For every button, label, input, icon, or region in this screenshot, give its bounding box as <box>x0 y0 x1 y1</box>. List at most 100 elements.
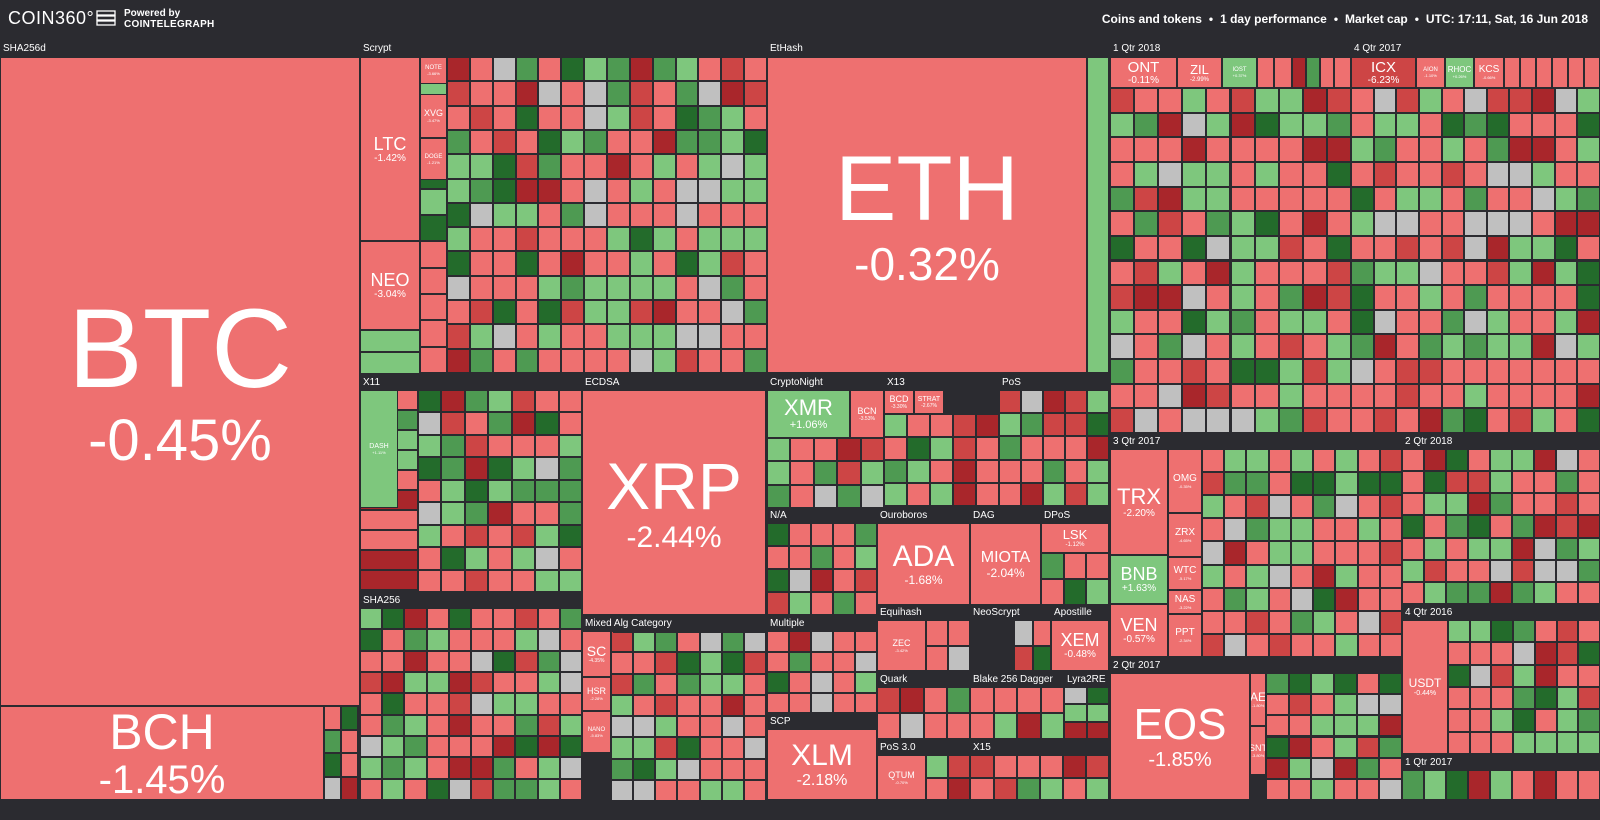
coin-cell[interactable] <box>471 736 494 758</box>
coin-cell[interactable] <box>584 275 607 301</box>
coin-cell[interactable] <box>1373 285 1397 310</box>
coin-cell[interactable] <box>1110 334 1135 360</box>
coin-cell[interactable] <box>535 434 559 458</box>
coin-cell[interactable] <box>698 202 722 228</box>
coin-cell[interactable] <box>1578 642 1600 665</box>
coin-cell[interactable] <box>1532 408 1555 433</box>
coin-cell[interactable] <box>1134 334 1159 360</box>
coin-cell[interactable] <box>743 631 766 653</box>
coin-cell[interactable] <box>652 154 676 179</box>
coin-cell[interactable] <box>1313 472 1336 496</box>
coin-cell[interactable] <box>448 629 471 651</box>
group-label[interactable]: Blake 256 <box>970 671 1017 688</box>
coin-cell[interactable] <box>1182 285 1207 310</box>
coin-cell[interactable] <box>1577 186 1600 212</box>
coin-tile-neo[interactable]: NEO -3.04% <box>360 241 420 330</box>
coin-cell[interactable] <box>613 631 766 633</box>
coin-cell[interactable] <box>447 300 470 325</box>
coin-cell[interactable] <box>1357 472 1380 496</box>
coin-cell[interactable] <box>1373 359 1397 384</box>
coin-cell[interactable] <box>1402 471 1424 494</box>
coin-cell[interactable] <box>360 672 383 694</box>
coin-cell[interactable] <box>721 178 745 203</box>
coin-cell[interactable] <box>537 714 560 736</box>
coin-cell[interactable] <box>535 547 559 570</box>
coin-cell[interactable] <box>1021 390 1043 414</box>
coin-tile-icx[interactable]: ICX -6.23% <box>1351 57 1416 88</box>
coin-cell[interactable] <box>1468 537 1490 560</box>
coin-cell[interactable] <box>953 460 976 483</box>
coin-cell[interactable] <box>1158 137 1183 162</box>
coin-cell[interactable] <box>1578 537 1600 560</box>
coin-cell[interactable] <box>1356 778 1380 800</box>
coin-cell[interactable] <box>611 652 634 674</box>
coin-cell[interactable] <box>382 778 405 800</box>
coin-cell[interactable] <box>907 437 930 460</box>
coin-cell[interactable] <box>1486 260 1510 286</box>
coin-cell[interactable] <box>1532 112 1555 138</box>
group-label[interactable]: Lyra2RE <box>1064 671 1109 688</box>
coin-cell[interactable] <box>1396 112 1419 138</box>
coin-cell[interactable] <box>652 202 676 228</box>
coin-cell[interactable] <box>1110 186 1135 212</box>
coin-cell[interactable] <box>1532 285 1555 310</box>
coin-cell[interactable] <box>655 737 678 759</box>
coin-cell[interactable] <box>426 608 449 630</box>
coin-cell[interactable] <box>511 412 536 435</box>
coin-cell[interactable] <box>855 672 877 693</box>
coin-cell[interactable] <box>946 713 970 739</box>
coin-cell[interactable] <box>1311 715 1334 737</box>
coin-cell[interactable] <box>1086 687 1109 705</box>
coin-cell[interactable] <box>1110 112 1135 138</box>
coin-cell[interactable] <box>813 461 838 485</box>
coin-cell[interactable] <box>1246 633 1269 657</box>
coin-cell[interactable] <box>1021 459 1043 483</box>
coin-cell[interactable] <box>926 755 948 778</box>
coin-cell[interactable] <box>743 673 766 695</box>
coin-cell[interactable] <box>923 713 947 739</box>
coin-cell[interactable] <box>1490 515 1512 538</box>
coin-cell[interactable] <box>1554 137 1578 162</box>
coin-cell[interactable] <box>699 758 722 780</box>
coin-cell[interactable] <box>1087 482 1109 506</box>
coin-cell[interactable] <box>1110 359 1135 384</box>
coin-cell[interactable] <box>1254 112 1279 138</box>
coin-cell[interactable] <box>1134 408 1159 433</box>
coin-cell[interactable] <box>1206 309 1231 335</box>
coin-cell[interactable] <box>1182 334 1207 360</box>
coin-cell[interactable] <box>1357 449 1380 473</box>
coin-cell[interactable] <box>1577 88 1600 113</box>
coin-cell[interactable] <box>1224 633 1247 657</box>
coin-cell[interactable] <box>404 650 427 672</box>
coin-cell[interactable] <box>1441 334 1465 360</box>
coin-cell[interactable] <box>1379 449 1402 473</box>
coin-cell[interactable] <box>1468 471 1490 494</box>
coin-cell[interactable] <box>629 275 653 301</box>
coin-cell[interactable] <box>1063 755 1086 778</box>
coin-cell[interactable] <box>324 776 341 800</box>
coin-cell[interactable] <box>382 608 405 630</box>
coin-cell[interactable] <box>1556 620 1579 643</box>
coin-cell[interactable] <box>1202 633 1225 657</box>
coin-cell[interactable] <box>511 524 536 548</box>
coin-cell[interactable] <box>1554 359 1578 384</box>
coin-cell[interactable] <box>629 81 653 106</box>
coin-cell[interactable] <box>558 434 582 458</box>
coin-cell[interactable] <box>561 227 585 252</box>
coin-cell[interactable] <box>652 81 676 106</box>
coin-cell[interactable] <box>537 629 560 651</box>
coin-cell[interactable] <box>677 716 700 738</box>
coin-cell[interactable] <box>1486 359 1510 384</box>
coin-cell[interactable] <box>511 434 536 458</box>
coin-cell[interactable] <box>511 457 536 480</box>
coin-cell[interactable] <box>1158 408 1183 433</box>
coin-cell[interactable] <box>1290 495 1314 519</box>
coin-cell[interactable] <box>1578 770 1600 800</box>
coin-cell[interactable] <box>1512 471 1534 494</box>
coin-cell[interactable] <box>584 227 607 252</box>
coin-cell[interactable] <box>1246 472 1269 496</box>
coin-cell[interactable] <box>699 673 722 695</box>
coin-cell[interactable] <box>561 300 585 325</box>
coin-cell[interactable] <box>492 202 516 228</box>
coin-cell[interactable] <box>900 713 924 739</box>
